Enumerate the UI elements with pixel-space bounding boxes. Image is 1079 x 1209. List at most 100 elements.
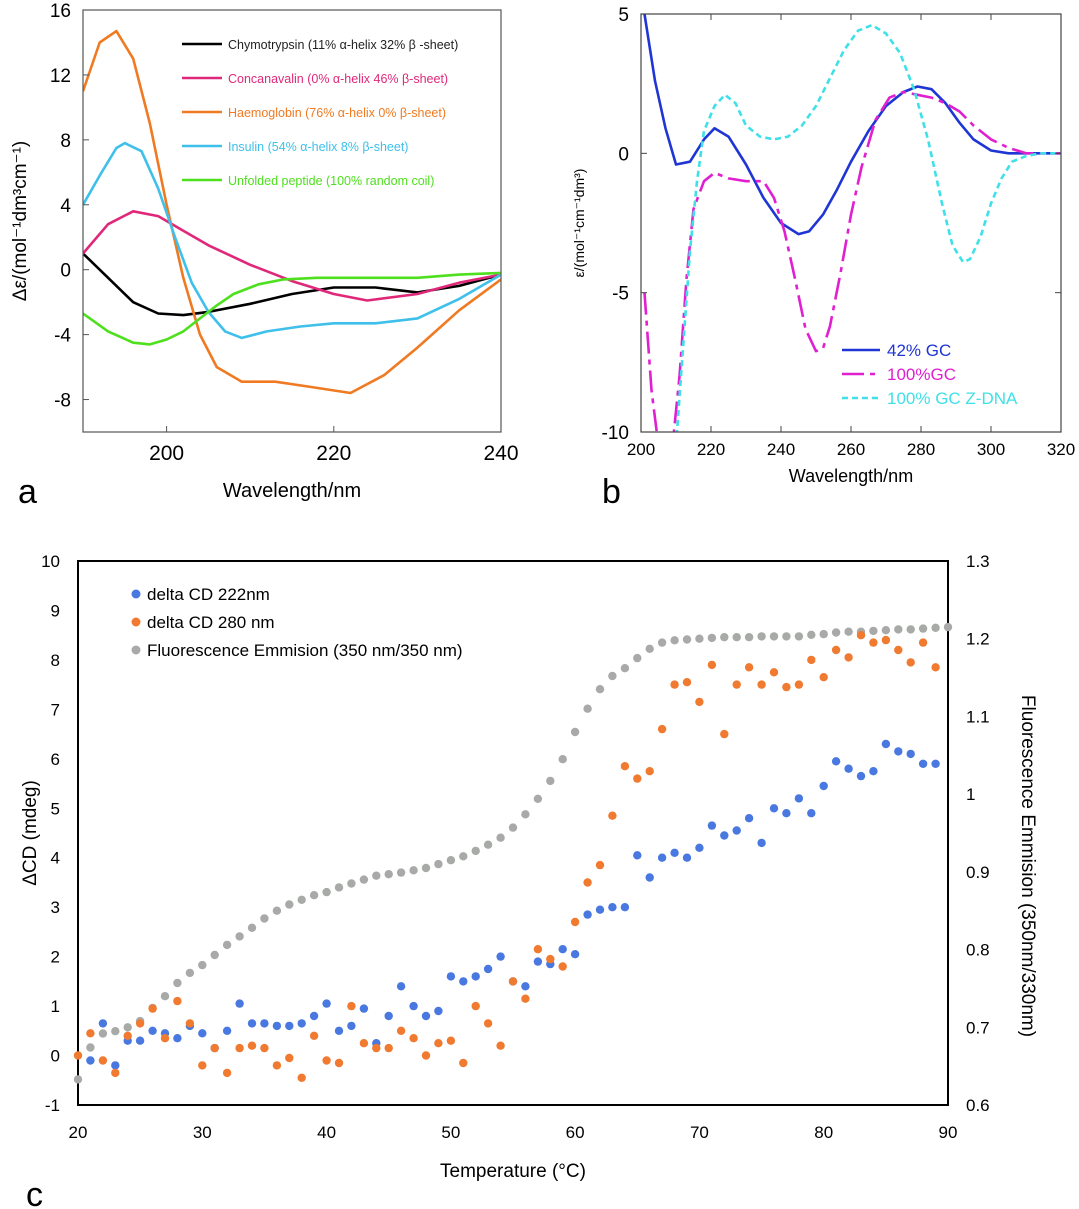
data-point-c-0 <box>135 1036 145 1045</box>
data-point-c-1 <box>309 1031 319 1041</box>
data-point-c-1 <box>844 653 853 662</box>
data-point-c-1 <box>707 660 717 670</box>
data-point-c-2 <box>645 644 654 653</box>
data-point-c-0 <box>844 764 853 773</box>
data-point-c-1 <box>558 962 567 971</box>
data-point-c-0 <box>334 1026 344 1036</box>
series-line-b-0 <box>643 14 1061 236</box>
data-point-c-1 <box>185 1019 195 1028</box>
data-point-c-1 <box>396 1026 406 1036</box>
x-tick-label-b: 300 <box>977 440 1005 459</box>
data-point-c-0 <box>869 767 878 776</box>
x-tick-label-a: 200 <box>149 442 184 465</box>
data-point-c-0 <box>720 831 729 840</box>
data-point-c-2 <box>558 755 567 764</box>
data-point-c-2 <box>73 1075 83 1084</box>
x-tick-label-c: 60 <box>566 1123 585 1142</box>
data-point-c-1 <box>173 996 182 1006</box>
y2-tick-label-c: 1.3 <box>966 552 990 571</box>
data-point-c-2 <box>322 887 331 897</box>
data-point-c-0 <box>769 804 779 813</box>
data-point-c-2 <box>285 900 294 909</box>
plot-frame-a <box>82 9 502 433</box>
data-point-c-2 <box>272 906 282 915</box>
x-tick-label-c: 20 <box>69 1123 88 1142</box>
data-point-c-2 <box>446 856 456 865</box>
data-point-c-1 <box>235 1043 244 1053</box>
plot-frame-c <box>77 560 949 1106</box>
data-point-c-2 <box>744 633 754 642</box>
data-point-c-0 <box>595 905 605 914</box>
data-point-c-0 <box>309 1011 319 1021</box>
data-point-c-2 <box>309 891 319 900</box>
data-point-c-0 <box>247 1019 257 1028</box>
x-tick-label-c: 70 <box>690 1123 709 1142</box>
data-point-c-0 <box>496 952 505 961</box>
data-point-c-2 <box>198 960 207 970</box>
y2-tick-label-c: 1 <box>966 785 975 804</box>
x-tick-label-b: 260 <box>837 440 865 459</box>
y-tick-label-c: 0 <box>51 1047 60 1066</box>
data-point-c-2 <box>483 840 493 849</box>
panel-label-c: c <box>26 1176 43 1209</box>
y-tick-label-b: -5 <box>612 284 629 305</box>
data-point-c-2 <box>570 727 580 737</box>
data-point-c-0 <box>173 1034 182 1043</box>
data-point-c-0 <box>819 781 828 791</box>
y-tick-label-b: 0 <box>618 144 629 165</box>
data-point-c-2 <box>496 833 505 842</box>
data-point-c-1 <box>695 697 704 707</box>
data-point-c-2 <box>297 895 306 904</box>
data-point-c-1 <box>931 663 940 672</box>
data-point-c-2 <box>396 868 406 877</box>
data-point-c-1 <box>819 673 828 682</box>
data-point-c-1 <box>459 1058 468 1068</box>
data-point-c-2 <box>831 628 841 637</box>
y-tick-label-c: -1 <box>45 1096 60 1115</box>
data-point-c-0 <box>235 999 244 1008</box>
data-point-c-1 <box>608 811 617 820</box>
data-point-c-0 <box>533 957 543 966</box>
data-point-c-0 <box>645 873 654 882</box>
y2-axis-label-c: Fluorescence Emmision (350nm/330nm) <box>1017 695 1038 1037</box>
panel-label-a: a <box>18 473 37 511</box>
data-point-c-2 <box>210 950 219 960</box>
data-point-c-2 <box>372 871 381 880</box>
y-tick-label-c: 4 <box>51 849 60 868</box>
y-tick-label-c: 1 <box>51 997 60 1016</box>
data-point-c-2 <box>471 846 480 856</box>
data-point-c-1 <box>533 945 543 954</box>
data-point-c-1 <box>645 767 654 776</box>
y-tick-label-b: 5 <box>618 5 629 26</box>
x-tick-label-b: 200 <box>627 440 655 459</box>
data-point-c-0 <box>732 826 741 835</box>
data-point-c-0 <box>111 1061 120 1070</box>
data-point-c-0 <box>918 759 928 768</box>
data-point-c-1 <box>906 658 915 667</box>
data-point-c-0 <box>620 903 630 912</box>
data-point-c-2 <box>86 1043 95 1052</box>
data-point-c-0 <box>633 851 642 860</box>
data-point-c-1 <box>123 1031 132 1041</box>
data-point-c-0 <box>894 747 903 756</box>
data-point-c-0 <box>807 809 816 818</box>
data-point-c-1 <box>807 655 816 665</box>
data-point-c-0 <box>347 1021 356 1031</box>
legend-marker-c-1 <box>131 617 141 627</box>
y-tick-label-c: 5 <box>51 799 60 818</box>
series-line-a-3 <box>83 141 501 340</box>
legend-label-c-2: Fluorescence Emmision (350 nm/350 nm) <box>147 641 463 660</box>
legend-label-c-0: delta CD 222nm <box>147 585 270 604</box>
y-axis-label-a: Δε/(mol⁻¹dm³cm⁻¹) <box>10 141 31 301</box>
x-tick-label-c: 90 <box>939 1123 958 1142</box>
series-line-a-1 <box>83 210 501 302</box>
data-point-c-2 <box>931 623 940 632</box>
data-point-c-0 <box>384 1011 393 1021</box>
data-point-c-1 <box>98 1056 108 1065</box>
data-point-c-1 <box>111 1068 120 1078</box>
data-point-c-2 <box>757 632 766 641</box>
data-point-c-1 <box>334 1058 344 1068</box>
x-tick-label-c: 30 <box>193 1123 212 1142</box>
data-point-c-2 <box>682 635 692 644</box>
